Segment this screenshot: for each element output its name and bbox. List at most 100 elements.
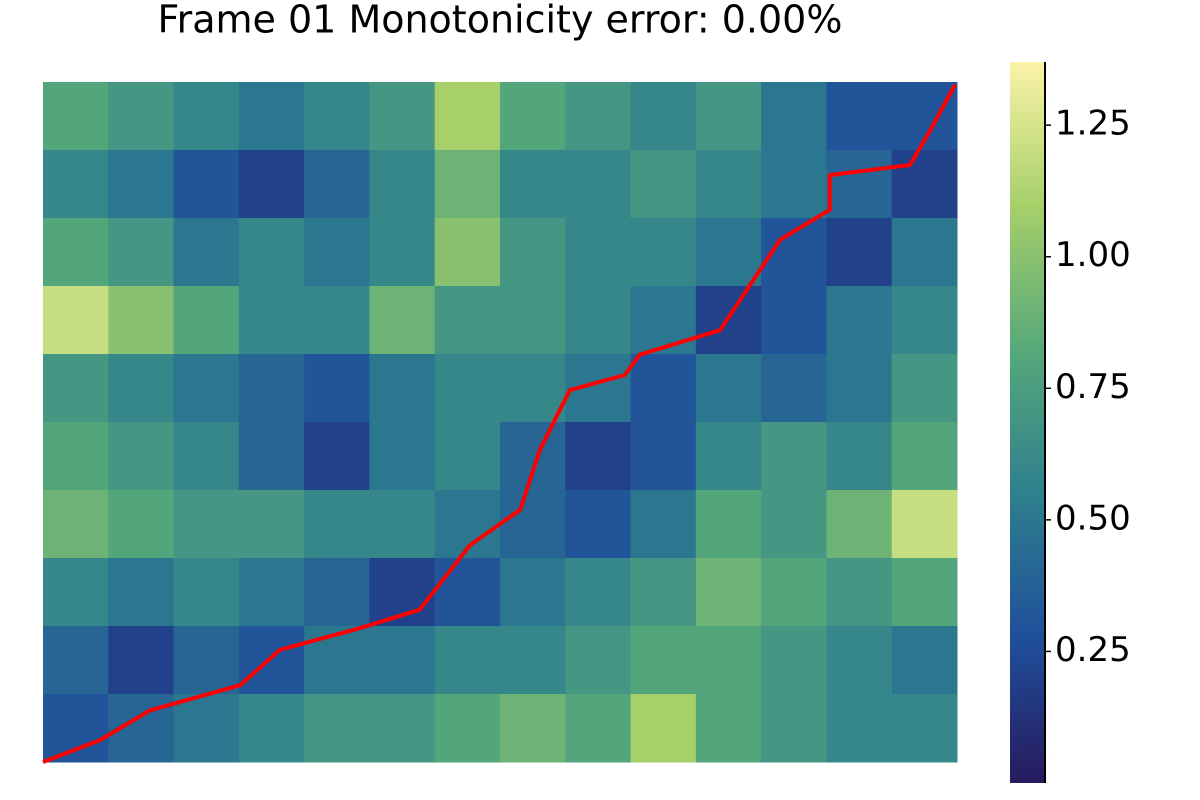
heatmap-cell [369,422,436,491]
heatmap-cell [500,82,566,151]
heatmap-cell [43,218,109,287]
heatmap-cell [761,82,827,151]
heatmap-cell [630,150,697,219]
heatmap-cell [434,150,501,219]
heatmap-cell [695,82,762,151]
heatmap-cell [43,694,109,763]
heatmap-cell [369,150,436,219]
heatmap-cell [565,558,632,627]
heatmap-cell [43,286,109,355]
heatmap-cell [238,490,305,559]
heatmap-cell [695,694,762,763]
heatmap-cell [173,150,240,219]
heatmap-cell [369,490,436,559]
heatmap-cell [173,218,240,287]
heatmap-cell [369,286,436,355]
heatmap-cell [565,150,632,219]
heatmap-cell [695,490,762,559]
heatmap-cell [891,150,958,219]
heatmap-cell [565,82,632,151]
heatmap-cell [826,490,893,559]
heatmap-cell [826,218,893,287]
colorbar-tick-label: 0.50 [1055,498,1131,538]
heatmap-cell [761,558,827,627]
heatmap-cell [630,218,697,287]
heatmap-cell [695,218,762,287]
heatmap-cell [565,422,632,491]
heatmap-cell [108,354,175,423]
heatmap-cell [304,626,370,695]
heatmap-cell [761,694,827,763]
heatmap-cell [434,626,501,695]
heatmap-cell [173,558,240,627]
heatmap-cell [630,422,697,491]
heatmap-cell [304,150,370,219]
heatmap-cell [826,558,893,627]
heatmap-cell [891,626,958,695]
heatmap-cell [565,694,632,763]
heatmap-cell [500,354,566,423]
heatmap-cell [630,558,697,627]
colorbar [1010,62,1045,783]
heatmap-cell [304,694,370,763]
heatmap-cell [434,218,501,287]
heatmap-cell [630,490,697,559]
heatmap-cell [173,286,240,355]
heatmap-cell [173,490,240,559]
heatmap-cell [500,490,566,559]
heatmap-cell [43,626,109,695]
heatmap-cell [630,354,697,423]
heatmap-cell [173,354,240,423]
heatmap-cell [630,82,697,151]
heatmap-cell [891,354,958,423]
heatmap-cell [826,82,893,151]
heatmap-cell [238,694,305,763]
heatmap-cell [108,218,175,287]
heatmap-cell [434,354,501,423]
heatmap-cell [43,150,109,219]
heatmap-cell [500,694,566,763]
heatmap-cell [630,626,697,695]
heatmap-cell [761,422,827,491]
heatmap-cell [369,218,436,287]
heatmap-cell [43,354,109,423]
heatmap-cell [826,286,893,355]
heatmap-cell [434,694,501,763]
heatmap-cell [695,626,762,695]
heatmap-cell [43,82,109,151]
heatmap-cell [826,694,893,763]
heatmap-cell [500,422,566,491]
heatmap-cell [761,150,827,219]
heatmap-cell [173,626,240,695]
heatmap-cell [369,354,436,423]
heatmap-cell [891,694,958,763]
heatmap-cell [108,150,175,219]
heatmap-cell [43,490,109,559]
heatmap-cell [238,626,305,695]
heatmap-cell [108,490,175,559]
heatmap-cell [695,150,762,219]
heatmap-cell [565,490,632,559]
heatmap-cell [108,82,175,151]
heatmap-cell [891,558,958,627]
heatmap-cell [761,354,827,423]
heatmap-cell [695,354,762,423]
heatmap-cell [434,422,501,491]
heatmap-cell [500,150,566,219]
heatmap-cell [108,626,175,695]
heatmap-cell [369,82,436,151]
heatmap-cell [173,82,240,151]
colorbar-tick-label: 0.75 [1055,367,1131,407]
heatmap-cell [500,558,566,627]
colorbar-tick-label: 1.00 [1055,235,1131,275]
heatmap-cell [304,354,370,423]
heatmap-cell [695,558,762,627]
heatmap-cell [434,82,501,151]
heatmap-cell [304,490,370,559]
heatmap-cell [108,286,175,355]
heatmap-cell [173,422,240,491]
heatmap-cell [108,558,175,627]
heatmap-cell [238,354,305,423]
heatmap-cell [43,558,109,627]
